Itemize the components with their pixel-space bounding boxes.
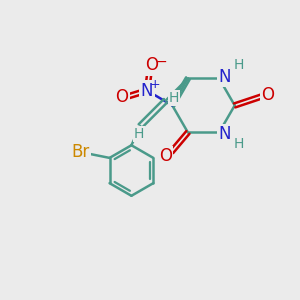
Text: O: O bbox=[261, 86, 274, 104]
Text: H: H bbox=[233, 58, 244, 72]
Text: +: + bbox=[150, 77, 161, 91]
Text: O: O bbox=[115, 88, 128, 106]
Text: N: N bbox=[218, 125, 231, 143]
Text: H: H bbox=[169, 91, 179, 105]
Text: O: O bbox=[145, 56, 158, 74]
Text: O: O bbox=[159, 147, 172, 165]
Text: N: N bbox=[141, 82, 153, 100]
Text: Br: Br bbox=[72, 143, 90, 161]
Text: H: H bbox=[134, 127, 144, 141]
Text: N: N bbox=[218, 68, 231, 86]
Text: −: − bbox=[155, 55, 167, 69]
Text: H: H bbox=[233, 137, 244, 151]
